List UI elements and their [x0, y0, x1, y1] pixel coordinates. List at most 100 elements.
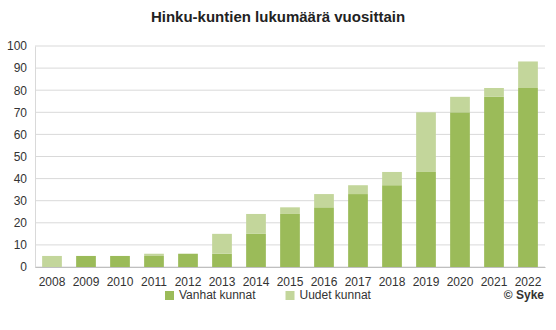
x-tick: 2015: [277, 267, 304, 289]
x-tick: 2008: [39, 267, 66, 289]
x-tick-label: 2020: [447, 275, 474, 289]
y-tick: 40: [14, 172, 35, 186]
legend-swatch: [286, 291, 295, 300]
annotation: © Syke: [504, 288, 545, 302]
bar: [110, 256, 130, 267]
bar: [76, 255, 96, 256]
y-tick: 30: [14, 194, 35, 208]
bar: [212, 234, 232, 254]
x-tick-label: 2009: [73, 275, 100, 289]
bar: [178, 254, 198, 267]
y-tick-label: 0: [20, 260, 27, 274]
bar: [484, 88, 504, 97]
x-tick-label: 2010: [107, 275, 134, 289]
y-tick-label: 90: [14, 61, 28, 75]
legend-swatch: [165, 291, 174, 300]
x-tick-label: 2019: [413, 275, 440, 289]
y-tick-label: 70: [14, 106, 28, 120]
bar: [212, 254, 232, 267]
y-tick-label: 60: [14, 128, 28, 142]
plot: 0102030405060708090100200820092010201120…: [7, 39, 546, 288]
bar: [110, 255, 130, 256]
legend: Vanhat kunnat Uudet kunnat: [165, 288, 372, 302]
x-tick-label: 2008: [39, 275, 66, 289]
grid-line: [35, 90, 545, 91]
bar: [450, 112, 470, 267]
x-tick: 2010: [107, 267, 134, 289]
grid-line: [35, 46, 545, 47]
x-tick: 2009: [73, 267, 100, 289]
series: [42, 61, 538, 267]
y-tick: 50: [14, 150, 35, 164]
x-axis-line: [36, 267, 546, 268]
legend-item: Vanhat kunnat: [165, 288, 256, 302]
bar: [144, 254, 164, 256]
y-axis: 0 10 20 30 40 50 60 70 80 90 100: [7, 39, 36, 274]
bar: [42, 256, 62, 267]
bar: [280, 207, 300, 214]
x-tick-label: 2018: [379, 275, 406, 289]
y-tick-label: 20: [14, 216, 28, 230]
x-axis: 2008 2009 2010 2011 2012 2013 2014 2015 2016 2017…: [36, 267, 546, 289]
bar: [416, 112, 436, 172]
y-tick: 10: [14, 238, 35, 252]
x-tick-label: 2021: [481, 275, 508, 289]
x-tick: 2011: [141, 267, 167, 289]
bar: [348, 194, 368, 267]
bar: [416, 172, 436, 267]
x-tick: 2013: [209, 267, 236, 289]
x-tick: 2021: [481, 267, 508, 289]
bars: [42, 61, 538, 267]
x-tick: 2016: [311, 267, 338, 289]
bar: [450, 97, 470, 112]
grid: [35, 46, 545, 267]
x-tick-label: 2015: [277, 275, 304, 289]
y-tick: 100: [7, 39, 35, 53]
bar: [314, 207, 334, 267]
legend-label: Uudet kunnat: [300, 288, 372, 302]
bar: [518, 88, 538, 267]
bar: [382, 172, 402, 185]
legend-item: Uudet kunnat: [286, 288, 372, 302]
bar: [314, 194, 334, 207]
grid-line: [35, 68, 545, 69]
y-tick: 20: [14, 216, 35, 230]
title: Hinku-kuntien lukumäärä vuosittain: [151, 8, 405, 25]
x-tick-label: 2013: [209, 275, 236, 289]
y-tick: 60: [14, 128, 35, 142]
x-tick-label: 2016: [311, 275, 338, 289]
y-tick: 70: [14, 106, 35, 120]
x-tick-label: 2011: [141, 275, 167, 289]
bar: [246, 234, 266, 267]
y-tick: 0: [20, 260, 35, 274]
chart-svg: Hinku-kuntien lukumäärä vuosittain 0 10 20 3…: [0, 0, 556, 330]
x-tick: 2022: [515, 267, 542, 289]
series: [76, 88, 538, 267]
bar: [178, 253, 198, 254]
bar: [280, 214, 300, 267]
y-tick-label: 10: [14, 238, 28, 252]
x-tick-label: 2017: [345, 275, 372, 289]
bar: [76, 256, 96, 267]
bar: [382, 185, 402, 267]
y-tick: 90: [14, 61, 35, 75]
y-tick-label: 40: [14, 172, 28, 186]
y-tick-label: 100: [7, 39, 27, 53]
y-axis-line: [35, 47, 36, 268]
y-tick-label: 50: [14, 150, 28, 164]
x-tick-label: 2014: [243, 275, 270, 289]
y-tick: 80: [14, 84, 35, 98]
x-tick-label: 2022: [515, 275, 542, 289]
bar: [484, 97, 504, 267]
x-tick: 2018: [379, 267, 406, 289]
legend-label: Vanhat kunnat: [179, 288, 256, 302]
x-tick: 2017: [345, 267, 372, 289]
y-tick-label: 30: [14, 194, 28, 208]
x-tick: 2014: [243, 267, 270, 289]
bar: [144, 256, 164, 267]
bar: [246, 214, 266, 234]
x-tick: 2012: [175, 267, 202, 289]
x-tick: 2020: [447, 267, 474, 289]
x-tick-label: 2012: [175, 275, 202, 289]
bar: [348, 185, 368, 194]
